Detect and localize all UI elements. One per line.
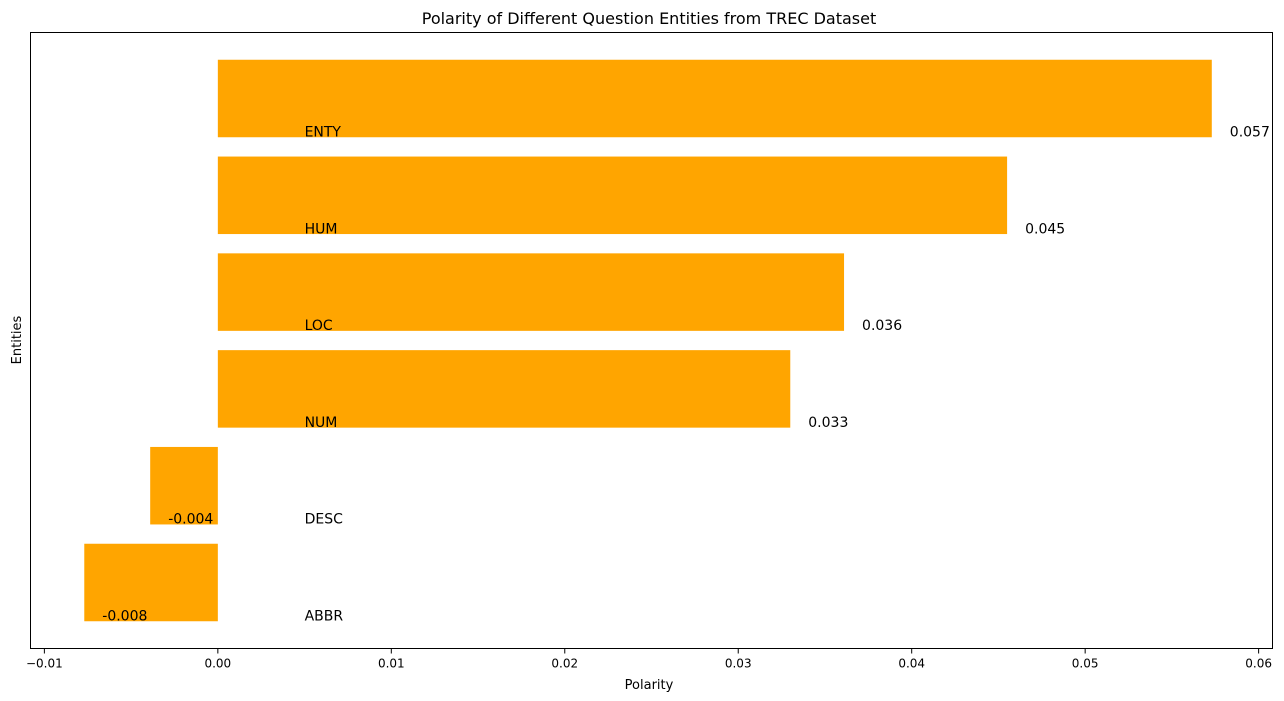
bars-group [84,59,1212,622]
x-axis-label: Polarity [625,678,674,693]
x-tick-label: 0.03 [725,657,752,671]
plot-frame [30,32,1273,649]
bar-enty [217,59,1212,138]
x-tick-label: 0.06 [1245,657,1272,671]
bar-value-num: 0.033 [808,415,848,431]
category-label-enty: ENTY [305,125,342,141]
value-labels-group: 0.057 0.045 0.036 0.033 -0.004 -0.008 [102,125,1270,625]
bar-desc [150,446,218,525]
y-axis-label: Entities [10,315,25,364]
x-tick-label: 0.01 [378,657,405,671]
x-tick-label: 0.04 [898,657,925,671]
bar-value-enty: 0.057 [1230,125,1270,141]
x-tick-label: 0.02 [551,657,578,671]
bar-hum [217,156,1008,235]
category-label-abbr: ABBR [305,609,344,625]
chart-title: Polarity of Different Question Entities … [422,9,877,28]
bar-num [217,350,791,428]
x-tick-label: 0.05 [1072,657,1099,671]
category-label-num: NUM [305,415,338,431]
bar-value-desc: -0.004 [168,512,213,528]
category-label-loc: LOC [305,318,333,334]
category-label-hum: HUM [305,221,338,237]
x-axis-ticks: −0.01 0.00 0.01 0.02 0.03 0.04 0.05 0.06 [26,648,1272,671]
category-labels-group: ENTY HUM LOC NUM DESC ABBR [305,125,344,625]
category-label-desc: DESC [305,512,344,528]
bar-value-abbr: -0.008 [102,609,147,625]
bar-value-loc: 0.036 [862,318,902,334]
bar-loc [217,253,845,331]
bar-abbr [84,543,218,622]
bar-value-hum: 0.045 [1025,221,1065,237]
x-tick-label: 0.00 [204,657,231,671]
x-tick-label: −0.01 [26,657,63,671]
